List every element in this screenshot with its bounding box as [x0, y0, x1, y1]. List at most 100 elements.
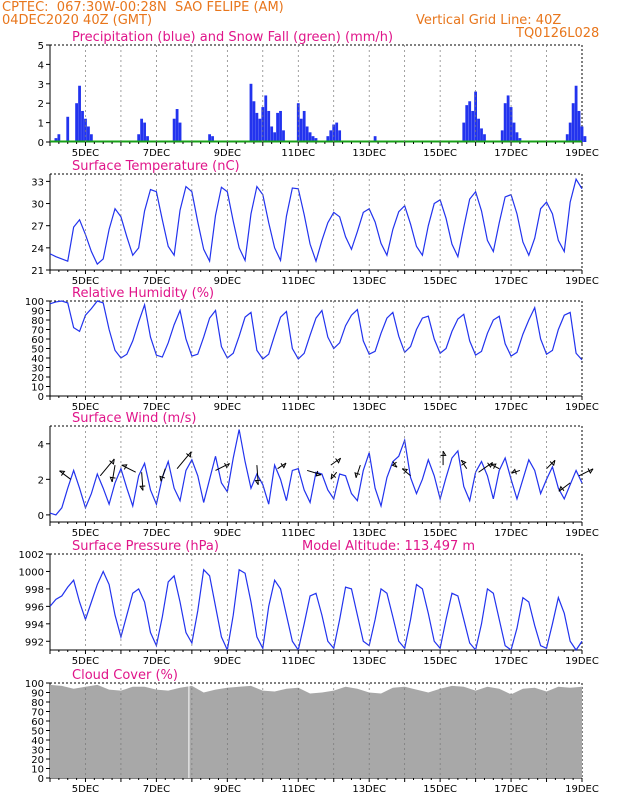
y-tick-label: 70 [31, 326, 44, 337]
precip-bar [137, 134, 141, 142]
precip-bar [146, 136, 149, 142]
y-tick-label: 90 [31, 689, 44, 700]
x-tick-label: 15DEC [423, 276, 457, 287]
y-tick-label: 50 [31, 727, 44, 738]
wind-vector-head [335, 457, 342, 464]
wind-vector [215, 462, 230, 471]
x-tick-label: 11DEC [281, 528, 315, 539]
precip-bar [270, 126, 274, 142]
precip-bar [81, 110, 84, 142]
series-line-3 [49, 429, 583, 516]
precip-bar [78, 85, 81, 142]
precip-bar [332, 124, 336, 142]
wind-vector [256, 465, 259, 485]
y-tick-label: 30 [31, 200, 44, 211]
precip-bar [75, 103, 78, 142]
cloud-cover-area [50, 684, 582, 778]
wind-vector-head [109, 476, 116, 483]
x-tick-label: 11DEC [281, 276, 315, 287]
x-tick-label: 17DEC [494, 784, 528, 795]
wind-vector-head [315, 470, 322, 477]
precip-bar [258, 118, 262, 142]
wind-vector [546, 459, 556, 470]
precip-bar [140, 118, 144, 142]
x-tick-label: 9DEC [214, 528, 241, 539]
precip-bar [208, 134, 211, 142]
grid-line-header: Vertical Grid Line: 40Z [416, 13, 562, 28]
wind-vector-head [139, 485, 146, 491]
x-tick-label: 17DEC [494, 656, 528, 667]
wind-vector [141, 472, 144, 491]
x-tick-label: 9DEC [214, 402, 241, 413]
x-tick-label: 7DEC [143, 656, 170, 667]
x-tick-label: 7DEC [143, 528, 170, 539]
x-tick-label: 11DEC [281, 784, 315, 795]
panel-0 [46, 44, 587, 146]
x-tick-label: 13DEC [352, 402, 386, 413]
precip-bar [249, 83, 253, 142]
y-tick-label: 30 [31, 364, 44, 375]
wind-vector [99, 458, 115, 477]
x-tick-label: 13DEC [352, 276, 386, 287]
station-header: CPTEC: 067:30W-00:28N SAO FELIPE (AM) [2, 0, 284, 15]
y-tick-label: 2 [38, 475, 44, 486]
x-tick-label: 13DEC [352, 148, 386, 159]
panel-title-3: Surface Wind (m/s) [72, 411, 196, 426]
date-header: 04DEC2020 40Z (GMT) [2, 13, 153, 28]
x-tick-label: 17DEC [494, 402, 528, 413]
y-tick-label: 998 [25, 585, 44, 596]
panel-4 [46, 553, 583, 654]
x-tick-label: 17DEC [494, 148, 528, 159]
run-code: TQ0126L028 [515, 26, 599, 41]
precip-bar [66, 116, 70, 142]
precip-bar [172, 118, 176, 142]
precip-bar [326, 136, 330, 142]
precip-bar [178, 122, 182, 142]
series-line-4 [49, 568, 583, 653]
x-tick-label: 19DEC [565, 656, 599, 667]
x-tick-label: 5DEC [72, 148, 99, 159]
precip-bar [483, 134, 486, 142]
precip-bar [515, 132, 519, 142]
x-tick-label: 13DEC [352, 656, 386, 667]
wind-vector-head [121, 464, 128, 470]
x-tick-label: 17DEC [494, 276, 528, 287]
panel-title-1: Surface Temperature (nC) [72, 159, 240, 174]
x-tick-label: 11DEC [281, 656, 315, 667]
y-tick-label: 50 [31, 345, 44, 356]
wind-vector-head [587, 468, 594, 475]
wind-vector [59, 470, 71, 480]
wind-vector [355, 464, 361, 478]
x-tick-label: 5DEC [72, 528, 99, 539]
x-tick-label: 7DEC [143, 784, 170, 795]
y-tick-label: 40 [31, 354, 44, 365]
precip-bar [54, 138, 58, 142]
wind-vector-head [109, 458, 115, 465]
x-tick-label: 13DEC [352, 528, 386, 539]
precip-bar [577, 110, 581, 142]
precip-bar [465, 105, 469, 142]
x-tick-label: 19DEC [565, 784, 599, 795]
precip-bar [143, 122, 146, 142]
y-tick-label: 1 [38, 119, 44, 130]
panel-5 [46, 682, 583, 782]
wind-vector-head [558, 485, 565, 492]
wind-vector [111, 465, 116, 482]
x-tick-label: 7DEC [143, 276, 170, 287]
y-tick-label: 24 [31, 244, 44, 255]
precip-bar [477, 118, 480, 142]
panel-title-0: Precipitation (blue) and Snow Fall (gree… [72, 30, 393, 45]
precip-bar [329, 130, 333, 142]
panel-2 [46, 300, 583, 400]
precip-bar [335, 122, 339, 142]
precip-bar [583, 136, 587, 142]
wind-vector [121, 464, 136, 473]
wind-vector-head [440, 450, 447, 456]
x-tick-label: 19DEC [565, 276, 599, 287]
wind-vector-head [59, 470, 66, 476]
precip-bar [267, 110, 271, 142]
y-tick-label: 0 [38, 511, 44, 522]
wind-vector-head [159, 475, 166, 482]
panel-title-5: Cloud Cover (%) [72, 668, 178, 683]
